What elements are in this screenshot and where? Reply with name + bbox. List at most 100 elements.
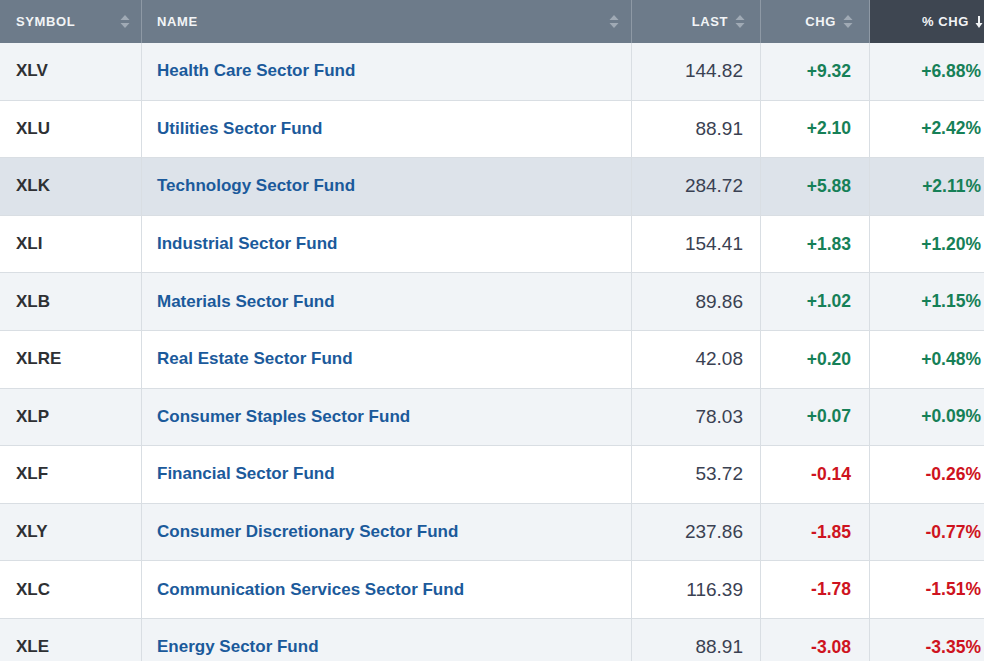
chg-cell: -3.08 — [760, 619, 869, 661]
fund-name-link[interactable]: Health Care Sector Fund — [157, 61, 355, 81]
column-header-last[interactable]: LAST — [631, 0, 760, 43]
chg-cell: -1.78 — [760, 561, 869, 618]
pct-chg-cell: -1.51% — [869, 561, 984, 618]
table-row: XLY Consumer Discretionary Sector Fund 2… — [0, 504, 984, 562]
etf-sector-table: SYMBOL NAME LAST CHG % CHG — [0, 0, 984, 661]
symbol-text: XLI — [16, 234, 42, 254]
chg-value: +2.10 — [807, 118, 851, 139]
pct-chg-cell: +0.09% — [869, 389, 984, 446]
symbol-cell: XLC — [0, 561, 141, 618]
fund-name-link[interactable]: Industrial Sector Fund — [157, 234, 337, 254]
last-value: 144.82 — [685, 60, 743, 82]
name-cell: Communication Services Sector Fund — [141, 561, 631, 618]
fund-name-link[interactable]: Consumer Discretionary Sector Fund — [157, 522, 458, 542]
symbol-text: XLE — [16, 637, 49, 657]
name-cell: Financial Sector Fund — [141, 446, 631, 503]
sort-toggle-icon[interactable] — [120, 15, 130, 28]
chg-value: -3.08 — [811, 637, 851, 658]
pct-chg-cell: +2.11% — [869, 158, 984, 215]
chg-value: +1.83 — [807, 234, 851, 255]
table-row: XLK Technology Sector Fund 284.72 +5.88 … — [0, 158, 984, 216]
column-header-chg[interactable]: CHG — [760, 0, 869, 43]
chg-value: -0.14 — [811, 464, 851, 485]
column-header-pct-chg[interactable]: % CHG — [869, 0, 984, 43]
pct-chg-cell: -3.35% — [869, 619, 984, 661]
column-header-name[interactable]: NAME — [141, 0, 631, 43]
chg-value: +9.32 — [807, 61, 851, 82]
chg-value: +5.88 — [807, 176, 851, 197]
fund-name-link[interactable]: Energy Sector Fund — [157, 637, 319, 657]
sort-toggle-icon[interactable] — [609, 15, 619, 28]
table-row: XLE Energy Sector Fund 88.91 -3.08 -3.35… — [0, 619, 984, 661]
pct-chg-value: +0.09% — [921, 406, 981, 427]
last-value: 88.91 — [695, 636, 743, 658]
symbol-text: XLP — [16, 407, 49, 427]
symbol-text: XLB — [16, 292, 50, 312]
column-header-pct-chg-label: % CHG — [922, 14, 969, 29]
symbol-text: XLV — [16, 61, 48, 81]
pct-chg-value: +2.42% — [921, 118, 981, 139]
symbol-cell: XLF — [0, 446, 141, 503]
symbol-text: XLC — [16, 580, 50, 600]
pct-chg-cell: -0.77% — [869, 504, 984, 561]
chg-cell: -0.14 — [760, 446, 869, 503]
pct-chg-value: +1.20% — [921, 234, 981, 255]
column-header-symbol[interactable]: SYMBOL — [0, 0, 141, 43]
chg-cell: +5.88 — [760, 158, 869, 215]
fund-name-link[interactable]: Financial Sector Fund — [157, 464, 335, 484]
fund-name-link[interactable]: Communication Services Sector Fund — [157, 580, 464, 600]
symbol-cell: XLU — [0, 101, 141, 158]
table-row: XLP Consumer Staples Sector Fund 78.03 +… — [0, 389, 984, 447]
name-cell: Consumer Discretionary Sector Fund — [141, 504, 631, 561]
pct-chg-value: +6.88% — [921, 61, 981, 82]
fund-name-link[interactable]: Technology Sector Fund — [157, 176, 355, 196]
fund-name-link[interactable]: Materials Sector Fund — [157, 292, 335, 312]
chg-cell: +1.83 — [760, 216, 869, 273]
pct-chg-value: +0.48% — [921, 349, 981, 370]
column-header-last-label: LAST — [692, 14, 728, 29]
table-row: XLB Materials Sector Fund 89.86 +1.02 +1… — [0, 273, 984, 331]
symbol-cell: XLI — [0, 216, 141, 273]
table-header-row: SYMBOL NAME LAST CHG % CHG — [0, 0, 984, 43]
last-cell: 42.08 — [631, 331, 760, 388]
chg-cell: +0.20 — [760, 331, 869, 388]
table-row: XLF Financial Sector Fund 53.72 -0.14 -0… — [0, 446, 984, 504]
sort-toggle-icon[interactable] — [843, 15, 853, 28]
sort-toggle-icon[interactable] — [735, 15, 745, 28]
symbol-text: XLRE — [16, 349, 61, 369]
pct-chg-cell: +1.15% — [869, 273, 984, 330]
last-value: 284.72 — [685, 175, 743, 197]
pct-chg-cell: -0.26% — [869, 446, 984, 503]
last-cell: 78.03 — [631, 389, 760, 446]
symbol-cell: XLE — [0, 619, 141, 661]
chg-cell: +0.07 — [760, 389, 869, 446]
name-cell: Industrial Sector Fund — [141, 216, 631, 273]
name-cell: Consumer Staples Sector Fund — [141, 389, 631, 446]
pct-chg-value: -1.51% — [926, 579, 981, 600]
name-cell: Utilities Sector Fund — [141, 101, 631, 158]
last-cell: 116.39 — [631, 561, 760, 618]
pct-chg-cell: +1.20% — [869, 216, 984, 273]
pct-chg-value: +2.11% — [922, 176, 981, 197]
name-cell: Real Estate Sector Fund — [141, 331, 631, 388]
table-row: XLI Industrial Sector Fund 154.41 +1.83 … — [0, 216, 984, 274]
fund-name-link[interactable]: Consumer Staples Sector Fund — [157, 407, 410, 427]
name-cell: Energy Sector Fund — [141, 619, 631, 661]
table-row: XLRE Real Estate Sector Fund 42.08 +0.20… — [0, 331, 984, 389]
chg-cell: +2.10 — [760, 101, 869, 158]
table-row: XLV Health Care Sector Fund 144.82 +9.32… — [0, 43, 984, 101]
pct-chg-cell: +0.48% — [869, 331, 984, 388]
symbol-cell: XLP — [0, 389, 141, 446]
column-header-name-label: NAME — [157, 14, 198, 29]
column-header-chg-label: CHG — [805, 14, 836, 29]
pct-chg-value: +1.15% — [921, 291, 981, 312]
symbol-text: XLK — [16, 176, 50, 196]
symbol-text: XLF — [16, 464, 48, 484]
symbol-cell: XLB — [0, 273, 141, 330]
chg-cell: -1.85 — [760, 504, 869, 561]
fund-name-link[interactable]: Real Estate Sector Fund — [157, 349, 353, 369]
fund-name-link[interactable]: Utilities Sector Fund — [157, 119, 322, 139]
name-cell: Technology Sector Fund — [141, 158, 631, 215]
last-value: 42.08 — [695, 348, 743, 370]
last-value: 88.91 — [695, 118, 743, 140]
